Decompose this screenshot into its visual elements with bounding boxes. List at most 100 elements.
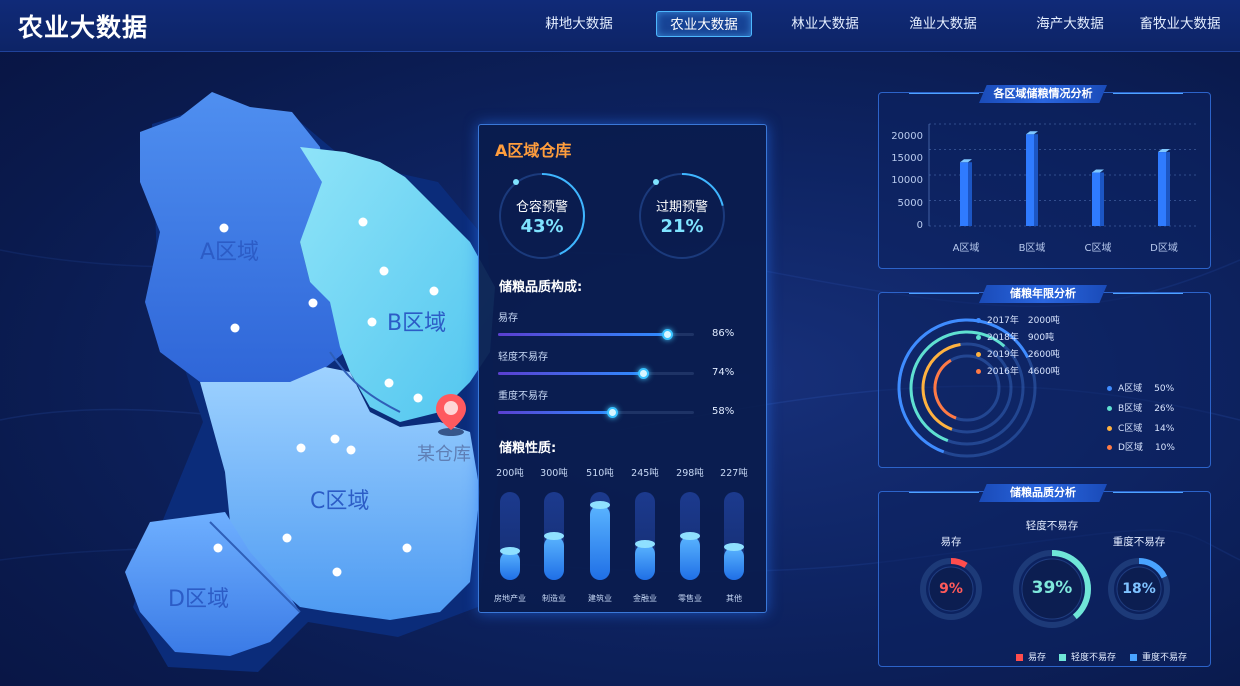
- nature-bar-fill: [724, 542, 744, 580]
- donut-arc: [1013, 550, 1091, 628]
- y-tick-label: 15000: [891, 153, 923, 164]
- quality-slider-handle[interactable]: [638, 368, 650, 379]
- quality-slider-handle[interactable]: [606, 407, 618, 418]
- nav-item-agriculture[interactable]: 农业大数据: [656, 11, 752, 37]
- nature-bar-fill: [680, 532, 700, 580]
- nature-bar-fill: [635, 540, 655, 580]
- share-legend-item: A区域 50%: [1107, 381, 1174, 394]
- legend-dot: [1107, 426, 1112, 431]
- region-a-shape[interactable]: [140, 92, 345, 382]
- year-label: 2017年: [987, 316, 1019, 326]
- quality-row: 易存 86%: [498, 309, 748, 347]
- quality-percent: 58%: [712, 406, 735, 417]
- quality-name: 重度不易存: [498, 391, 548, 402]
- ring-arc: [909, 330, 1025, 446]
- nature-section-title: 储粮性质:: [499, 441, 557, 456]
- share-percent: 10%: [1154, 443, 1175, 453]
- y-tick-label: 0: [916, 220, 923, 231]
- quality-slider-handle[interactable]: [661, 329, 673, 340]
- location-pin-icon[interactable]: [434, 392, 468, 436]
- ring-arc: [921, 342, 1013, 434]
- nature-bar-item: 227吨 其他: [712, 465, 756, 615]
- capacity-gauge-ring: [499, 173, 585, 259]
- x-category-label: C区域: [1084, 243, 1112, 254]
- year-label: 2019年: [987, 350, 1019, 360]
- bar-front: [1158, 152, 1166, 226]
- bar-side: [968, 162, 972, 226]
- y-tick-label: 10000: [891, 175, 923, 186]
- quality-fill: [498, 333, 667, 336]
- quality-percent: 86%: [712, 328, 735, 339]
- nav-item-farmland[interactable]: 耕地大数据: [545, 16, 613, 32]
- bar-top: [960, 159, 972, 163]
- legend-dot: [976, 352, 981, 357]
- x-category-label: D区域: [1150, 243, 1178, 254]
- nature-amount: 245吨: [631, 468, 659, 479]
- bar-front: [1092, 172, 1100, 226]
- nature-bar-cap: [635, 540, 655, 549]
- nature-amount: 227吨: [720, 468, 748, 479]
- quality-name: 易存: [498, 313, 518, 324]
- nav-item-fishery[interactable]: 渔业大数据: [909, 16, 977, 32]
- warehouse-label: 某仓库: [417, 444, 471, 465]
- region-b-shape[interactable]: [300, 147, 495, 422]
- panel-accent-line: [1113, 93, 1183, 94]
- donut-inner: [1021, 558, 1083, 620]
- storage-panel: 各区域储粮情况分析 20000 15000 10000 5000 0 A区域 B…: [878, 85, 1211, 269]
- quality-panel: 储粮品质分析 易存 轻度不易存 重度不易存 9% 39% 18%: [878, 484, 1211, 667]
- ring-arc: [933, 354, 1001, 422]
- legend-dot: [1107, 445, 1112, 450]
- quality-name: 轻度不易存: [498, 352, 548, 363]
- panel-accent-line: [1113, 492, 1183, 493]
- expiry-warning-gauge: 过期预警 21%: [636, 170, 728, 262]
- legend-label: 易存: [1028, 653, 1047, 663]
- quality-item-value: 9%: [939, 581, 963, 597]
- year-legend-item: 2018年 900吨: [976, 330, 1054, 343]
- share-percent: 14%: [1154, 424, 1175, 434]
- region-label-d: D区域: [168, 587, 229, 612]
- region-map: A区域 B区域 C区域 D区域 某仓库: [0, 52, 500, 686]
- year-legend-item: 2016年 4600吨: [976, 364, 1060, 377]
- region-c-shape[interactable]: [200, 367, 480, 620]
- capacity-gauge-value: 43%: [520, 216, 564, 237]
- nature-bar-cap: [590, 501, 610, 510]
- share-legend-item: B区域 26%: [1107, 401, 1174, 414]
- year-legend-item: 2017年 2000吨: [976, 313, 1060, 326]
- region-d-shape[interactable]: [125, 512, 300, 656]
- bar-front: [1026, 134, 1034, 226]
- nature-amount: 510吨: [586, 468, 614, 479]
- main-nav: 耕地大数据 农业大数据 林业大数据 渔业大数据 海产大数据 畜牧业大数据: [0, 11, 1240, 37]
- nav-item-forestry[interactable]: 林业大数据: [791, 16, 859, 32]
- share-label: D区域: [1118, 443, 1143, 453]
- nature-name: 其他: [726, 594, 742, 603]
- panel-accent-line: [909, 492, 979, 493]
- ring-arc: [897, 318, 1037, 458]
- nav-item-seafood[interactable]: 海产大数据: [1036, 16, 1104, 32]
- legend-dot: [976, 369, 981, 374]
- region-label-a: A区域: [200, 240, 260, 265]
- year-label: 2016年: [987, 367, 1019, 377]
- nature-bar-track: [635, 492, 655, 580]
- panel-accent-line: [1113, 293, 1183, 294]
- quality-track: [498, 368, 694, 379]
- capacity-warning-gauge: 仓容预警 43%: [496, 170, 588, 262]
- donut-inner: [928, 566, 974, 612]
- share-label: A区域: [1118, 384, 1143, 394]
- bar-top: [1158, 149, 1170, 153]
- x-category-label: B区域: [1018, 243, 1046, 254]
- quality-item-value: 18%: [1122, 581, 1156, 597]
- share-label: B区域: [1118, 404, 1143, 414]
- years-panel: 储粮年限分析 2017年 2000吨 2018年 900吨 2019年 2600吨 2…: [878, 285, 1211, 468]
- nav-item-livestock[interactable]: 畜牧业大数据: [1139, 16, 1221, 32]
- nature-name: 建筑业: [588, 594, 612, 603]
- bar-side: [1166, 152, 1170, 226]
- quality-legend-item: 轻度不易存: [1059, 650, 1116, 663]
- nature-bar-item: 298吨 零售业: [668, 465, 712, 615]
- bar-front: [960, 162, 968, 226]
- nature-bar-item: 300吨 制造业: [532, 465, 576, 615]
- quality-donut-chart: [920, 550, 1170, 628]
- donut-inner: [1116, 566, 1162, 612]
- quality-legend-item: 重度不易存: [1130, 650, 1187, 663]
- nature-bar-track: [544, 492, 564, 580]
- share-percent: 26%: [1154, 404, 1175, 414]
